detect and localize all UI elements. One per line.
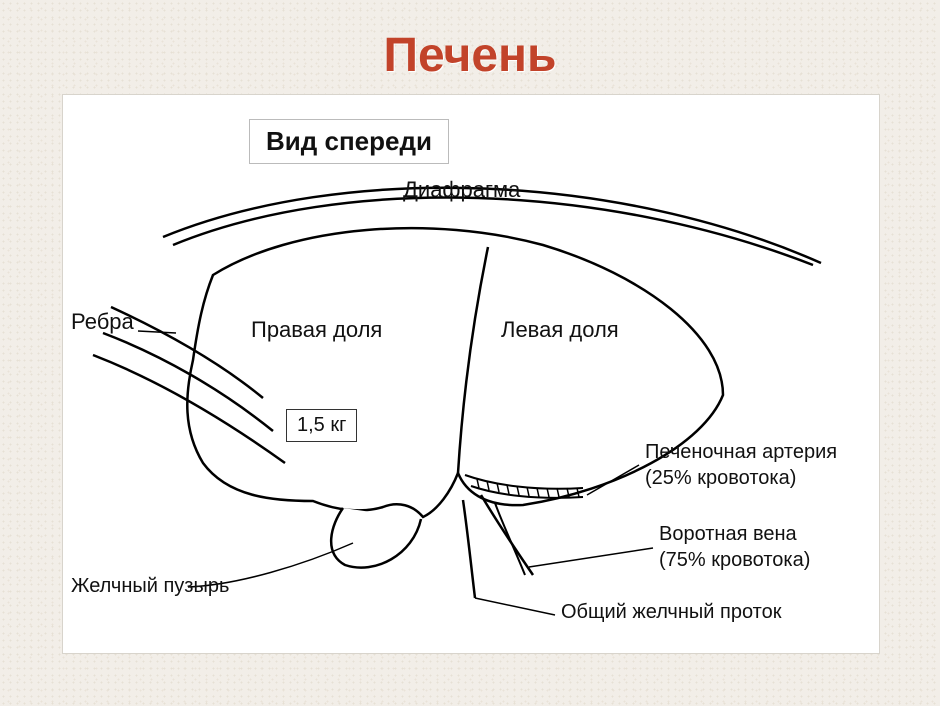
- subtitle: Вид спереди: [249, 119, 449, 164]
- label-hepatic-artery-1: Печеночная артерия: [645, 441, 837, 464]
- label-left-lobe: Левая доля: [501, 317, 619, 343]
- label-bile-duct: Общий желчный проток: [561, 601, 781, 624]
- slide-root: Печень: [0, 0, 940, 706]
- leader-bile-duct: [475, 598, 555, 615]
- label-diaphragm: Диафрагма: [403, 177, 520, 203]
- weight-box: 1,5 кг: [286, 409, 357, 442]
- label-ribs: Ребра: [71, 309, 134, 335]
- label-portal-vein-1: Воротная вена: [659, 523, 797, 546]
- leader-ribs: [138, 331, 176, 333]
- figure-panel: Вид спереди Диафрагма Ребра Правая доля …: [62, 94, 880, 654]
- slide-title: Печень: [0, 28, 940, 83]
- gallbladder-shape: [331, 508, 421, 568]
- label-right-lobe: Правая доля: [251, 317, 382, 343]
- leader-portal-vein: [529, 548, 653, 567]
- liver-outline: [187, 228, 723, 517]
- label-hepatic-artery-2: (25% кровотока): [645, 467, 796, 490]
- vessel-extra: [495, 503, 525, 575]
- label-portal-vein-2: (75% кровотока): [659, 549, 810, 572]
- label-gallbladder: Желчный пузырь: [71, 575, 229, 598]
- bile-duct-shape: [463, 500, 475, 598]
